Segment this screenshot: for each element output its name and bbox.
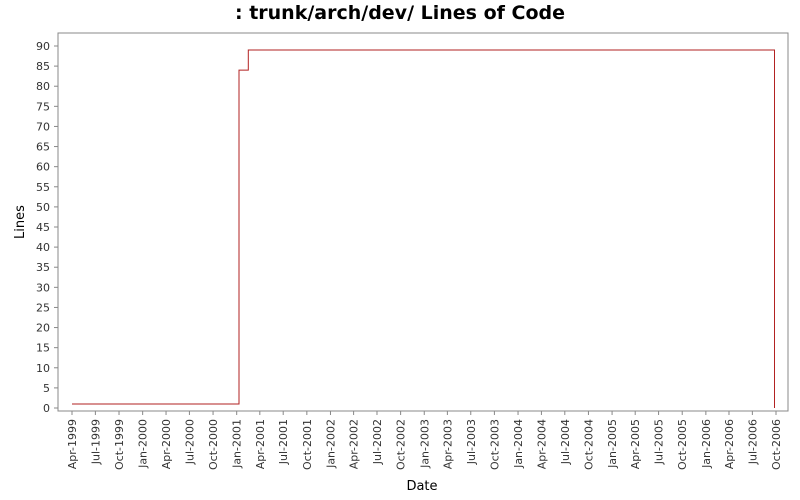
x-tick-label: Apr-2001: [254, 419, 267, 469]
y-tick-label: 10: [36, 362, 50, 375]
x-tick-label: Jul-2004: [559, 419, 572, 465]
x-tick-label: Oct-2002: [395, 419, 408, 470]
x-tick-label: Jul-2002: [371, 419, 384, 465]
x-tick-label: Jul-1999: [89, 419, 102, 465]
x-tick-label: Jul-2003: [465, 419, 478, 465]
x-tick-label: Jan-2005: [606, 419, 619, 469]
chart-title: : trunk/arch/dev/ Lines of Code: [234, 2, 565, 24]
x-tick-label: Oct-2005: [676, 419, 689, 470]
x-tick-label: Apr-2006: [723, 419, 736, 469]
plot-area: [57, 32, 789, 412]
x-tick-label: Jan-2002: [324, 419, 337, 469]
x-tick-label: Jul-2006: [746, 419, 759, 465]
y-tick-label: 30: [36, 281, 50, 294]
x-tick-label: Oct-2001: [301, 419, 314, 470]
y-tick-label: 25: [36, 301, 50, 314]
series-line: [72, 49, 775, 408]
y-tick-label: 85: [36, 60, 50, 73]
x-axis: Apr-1999 Jul-1999 Oct-1999 Jan-2000 Apr-2000…: [66, 411, 783, 470]
x-tick-label: Apr-2000: [160, 419, 173, 469]
x-tick-label: Oct-1999: [113, 419, 126, 470]
x-tick-label: Jan-2003: [418, 419, 431, 469]
x-tick-label: Oct-2003: [488, 419, 501, 470]
x-tick-label: Jan-2004: [512, 419, 525, 469]
y-tick-label: 5: [43, 382, 50, 395]
y-tick-label: 75: [36, 100, 50, 113]
x-tick-label: Jan-2000: [137, 419, 150, 469]
y-axis-label: Lines: [13, 205, 28, 239]
y-tick-label: 40: [36, 241, 50, 254]
x-tick-label: Jul-2000: [183, 419, 196, 465]
y-tick-label: 45: [36, 221, 50, 234]
x-axis-label: Date: [406, 479, 437, 494]
y-tick-label: 0: [43, 402, 50, 415]
y-tick-label: 65: [36, 141, 50, 154]
y-tick-label: 90: [36, 40, 50, 53]
x-tick-label: Oct-2004: [582, 419, 595, 470]
y-tick-label: 50: [36, 201, 50, 214]
x-tick-label: Jul-2001: [277, 419, 290, 465]
x-tick-label: Apr-2003: [441, 419, 454, 469]
y-tick-label: 35: [36, 261, 50, 274]
x-tick-label: Jan-2001: [231, 419, 244, 469]
y-tick-label: 80: [36, 80, 50, 93]
x-tick-label: Jan-2006: [700, 419, 713, 469]
y-tick-label: 20: [36, 322, 50, 335]
y-tick-label: 55: [36, 181, 50, 194]
y-tick-label: 60: [36, 161, 50, 174]
x-tick-label: Oct-2006: [770, 419, 783, 470]
x-tick-label: Apr-2004: [535, 419, 548, 469]
x-tick-label: Apr-2005: [629, 419, 642, 469]
x-tick-label: Oct-2000: [207, 419, 220, 470]
y-tick-label: 15: [36, 342, 50, 355]
y-tick-label: 70: [36, 120, 50, 133]
x-tick-label: Apr-1999: [66, 419, 79, 469]
x-tick-label: Apr-2002: [348, 419, 361, 469]
y-axis: 0 5 10 15 20 25 30 35 40 45 50 55 60 65 70 75 80 85 90: [36, 40, 58, 415]
x-tick-label: Jul-2005: [653, 419, 666, 465]
